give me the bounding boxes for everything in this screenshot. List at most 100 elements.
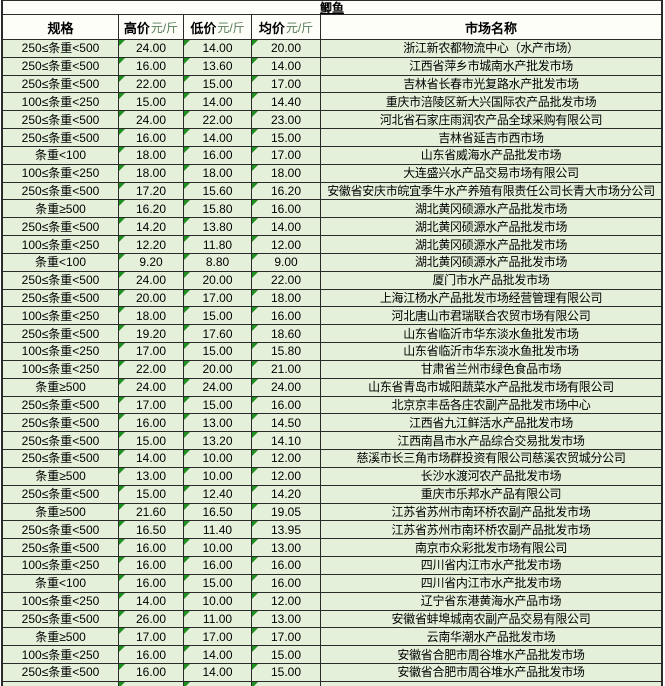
low-price-cell: 12.40 [184, 485, 252, 503]
green-corner-marker-icon [119, 236, 125, 243]
spec-cell: 100≤条重<250 [3, 307, 119, 325]
spec-cell: 条重≥500 [3, 467, 119, 485]
green-corner-marker-icon [252, 93, 258, 100]
low-price-cell: 16.50 [184, 503, 252, 521]
market-name-cell: 湖北黄冈硕源水产品批发市场 [414, 237, 568, 252]
green-corner-marker-icon [119, 610, 125, 617]
green-corner-marker-icon [184, 663, 190, 670]
green-corner-marker-icon [252, 396, 258, 403]
green-corner-marker-icon [119, 325, 125, 332]
market-name-cell: 四川省内江市水产批发市场 [420, 558, 562, 573]
green-corner-marker-icon [119, 182, 125, 189]
green-corner-marker-icon [184, 681, 190, 686]
header-avg-price: 均价 元/斤 [252, 15, 321, 39]
table-row: 条重≥500 24.00 24.00 24.00 山东省青岛市城阳蔬菜水产品批发市场有限… [3, 378, 661, 397]
green-corner-marker-icon [184, 467, 190, 474]
low-price-cell: 10.00 [184, 592, 252, 610]
high-price-cell: 12.20 [119, 236, 184, 253]
spec-cell: 250≤条重<500 [3, 182, 119, 200]
green-corner-marker-icon [184, 610, 190, 617]
high-price-cell: 9.20 [119, 253, 184, 271]
low-price-cell: 10.00 [184, 539, 252, 557]
spec-cell: 250≤条重<500 [3, 289, 119, 307]
market-name-cell: 四川省内江市水产批发市场 [420, 576, 562, 591]
green-corner-marker-icon [252, 557, 258, 564]
avg-price-cell: 18.60 [252, 325, 321, 343]
spec-cell: 100≤条重<250 [3, 93, 119, 111]
market-name-cell: 吉林省长春市光复路水产批发市场 [403, 77, 579, 92]
avg-price-cell: 23.00 [252, 111, 321, 129]
spec-cell: 250≤条重<500 [3, 129, 119, 146]
table-row: 250≤条重<500 16.00 14.00 15.00 吉林省延吉市西市场 [3, 129, 661, 147]
market-name-cell: 安徽省安庆市皖宜季牛水产养殖有限责任公司长青大市场分公司 [327, 184, 655, 199]
green-corner-marker-icon [119, 253, 125, 260]
green-corner-marker-icon [252, 467, 258, 474]
market-name-cell: 重庆市乐邦水产品有限公司 [420, 487, 562, 502]
table-row: 条重<100 16.00 15.00 16.00 四川省内江市水产批发市场 [3, 574, 661, 593]
table-row: 250≤条重<500 26.00 11.00 13.00 安徽省蚌埠城南农副产品交易有限… [3, 610, 661, 629]
low-price-cell: 17.00 [184, 289, 252, 307]
table-row: 250≤条重<500 15.00 13.20 14.10 江西南昌市水产品综合交易批发市… [3, 432, 661, 451]
avg-price-cell: 12.00 [252, 450, 321, 467]
low-price-cell: 10.00 [184, 467, 252, 485]
avg-price-cell: 16.00 [252, 574, 321, 592]
market-name-cell: 湖北黄冈硕源水产品批发市场 [414, 255, 568, 270]
low-price-cell: 15.00 [184, 343, 252, 360]
avg-price-cell: 16.20 [252, 182, 321, 200]
green-corner-marker-icon [252, 450, 258, 457]
avg-price-cell [252, 681, 321, 686]
green-corner-marker-icon [252, 111, 258, 118]
low-price-cell: 13.60 [184, 57, 252, 75]
avg-price-cell: 16.00 [252, 307, 321, 325]
market-name-cell: 厦门市水产品批发市场 [432, 273, 550, 288]
green-corner-marker-icon [252, 628, 258, 635]
green-corner-marker-icon [184, 40, 190, 46]
green-corner-marker-icon [252, 236, 258, 243]
avg-price-cell: 15.00 [252, 129, 321, 146]
table-row: 250≤条重<500 19.20 17.60 18.60 山东省临沂市华东淡水鱼批发市场 [3, 325, 661, 344]
spec-cell: 100≤条重<250 [3, 164, 119, 182]
low-price-cell: 22.00 [184, 111, 252, 129]
green-corner-marker-icon [184, 360, 190, 367]
high-price-cell: 15.00 [119, 432, 184, 450]
green-corner-marker-icon [184, 646, 190, 653]
green-corner-marker-icon [119, 75, 125, 82]
avg-price-cell: 16.00 [252, 557, 321, 574]
header-spec-label: 规格 [47, 20, 74, 36]
avg-price-cell: 15.00 [252, 663, 321, 681]
green-corner-marker-icon [184, 236, 190, 243]
high-price-cell: 24.00 [119, 271, 184, 289]
high-price-cell: 20.00 [119, 289, 184, 307]
green-corner-marker-icon [119, 432, 125, 439]
green-corner-marker-icon [119, 681, 125, 686]
green-corner-marker-icon [184, 218, 190, 225]
spec-cell: 100≤条重<250 [3, 343, 119, 360]
spec-cell: 100≤条重<250 [3, 360, 119, 378]
market-name-cell: 山东省威海水产品批发市场 [420, 148, 562, 163]
high-price-cell: 14.00 [119, 450, 184, 467]
green-corner-marker-icon [184, 164, 190, 171]
spec-cell: 250≤条重<500 [3, 663, 119, 681]
green-corner-marker-icon [252, 253, 258, 260]
market-name-cell: 重庆市涪陵区新大兴国际农产品批发市场 [385, 94, 597, 109]
header-avg-price-label: 均价 [258, 20, 285, 36]
green-corner-marker-icon [184, 129, 190, 136]
high-price-cell: 15.00 [119, 485, 184, 503]
low-price-cell: 13.00 [184, 414, 252, 432]
green-corner-marker-icon [119, 646, 125, 653]
low-price-cell: 11.80 [184, 236, 252, 253]
table-row: 250≤条重<500 16.00 10.00 13.00 南京市众彩批发市场有限公司 [3, 539, 661, 558]
low-price-cell: 17.00 [184, 628, 252, 646]
table-row: 100≤条重<250 15.00 14.00 14.40 重庆市涪陵区新大兴国际农产品批… [3, 93, 661, 112]
low-price-cell: 11.40 [184, 521, 252, 539]
avg-price-cell: 9.00 [252, 253, 321, 271]
table-row: 条重<100 9.20 8.80 9.00 湖北黄冈硕源水产品批发市场 [3, 253, 661, 272]
spec-cell: 250≤条重<500 [3, 75, 119, 93]
green-corner-marker-icon [252, 182, 258, 189]
spec-cell: 250≤条重<500 [3, 218, 119, 236]
spec-cell: 250≤条重<500 [3, 521, 119, 539]
table-row: 100≤条重<250 12.20 11.80 12.00 湖北黄冈硕源水产品批发市场 [3, 236, 661, 254]
table-row: 100≤条重<250 18.00 18.00 18.00 大连盛兴水产品交易市场有限公司 [3, 164, 661, 183]
avg-price-cell: 16.00 [252, 200, 321, 218]
high-price-cell: 16.00 [119, 663, 184, 681]
